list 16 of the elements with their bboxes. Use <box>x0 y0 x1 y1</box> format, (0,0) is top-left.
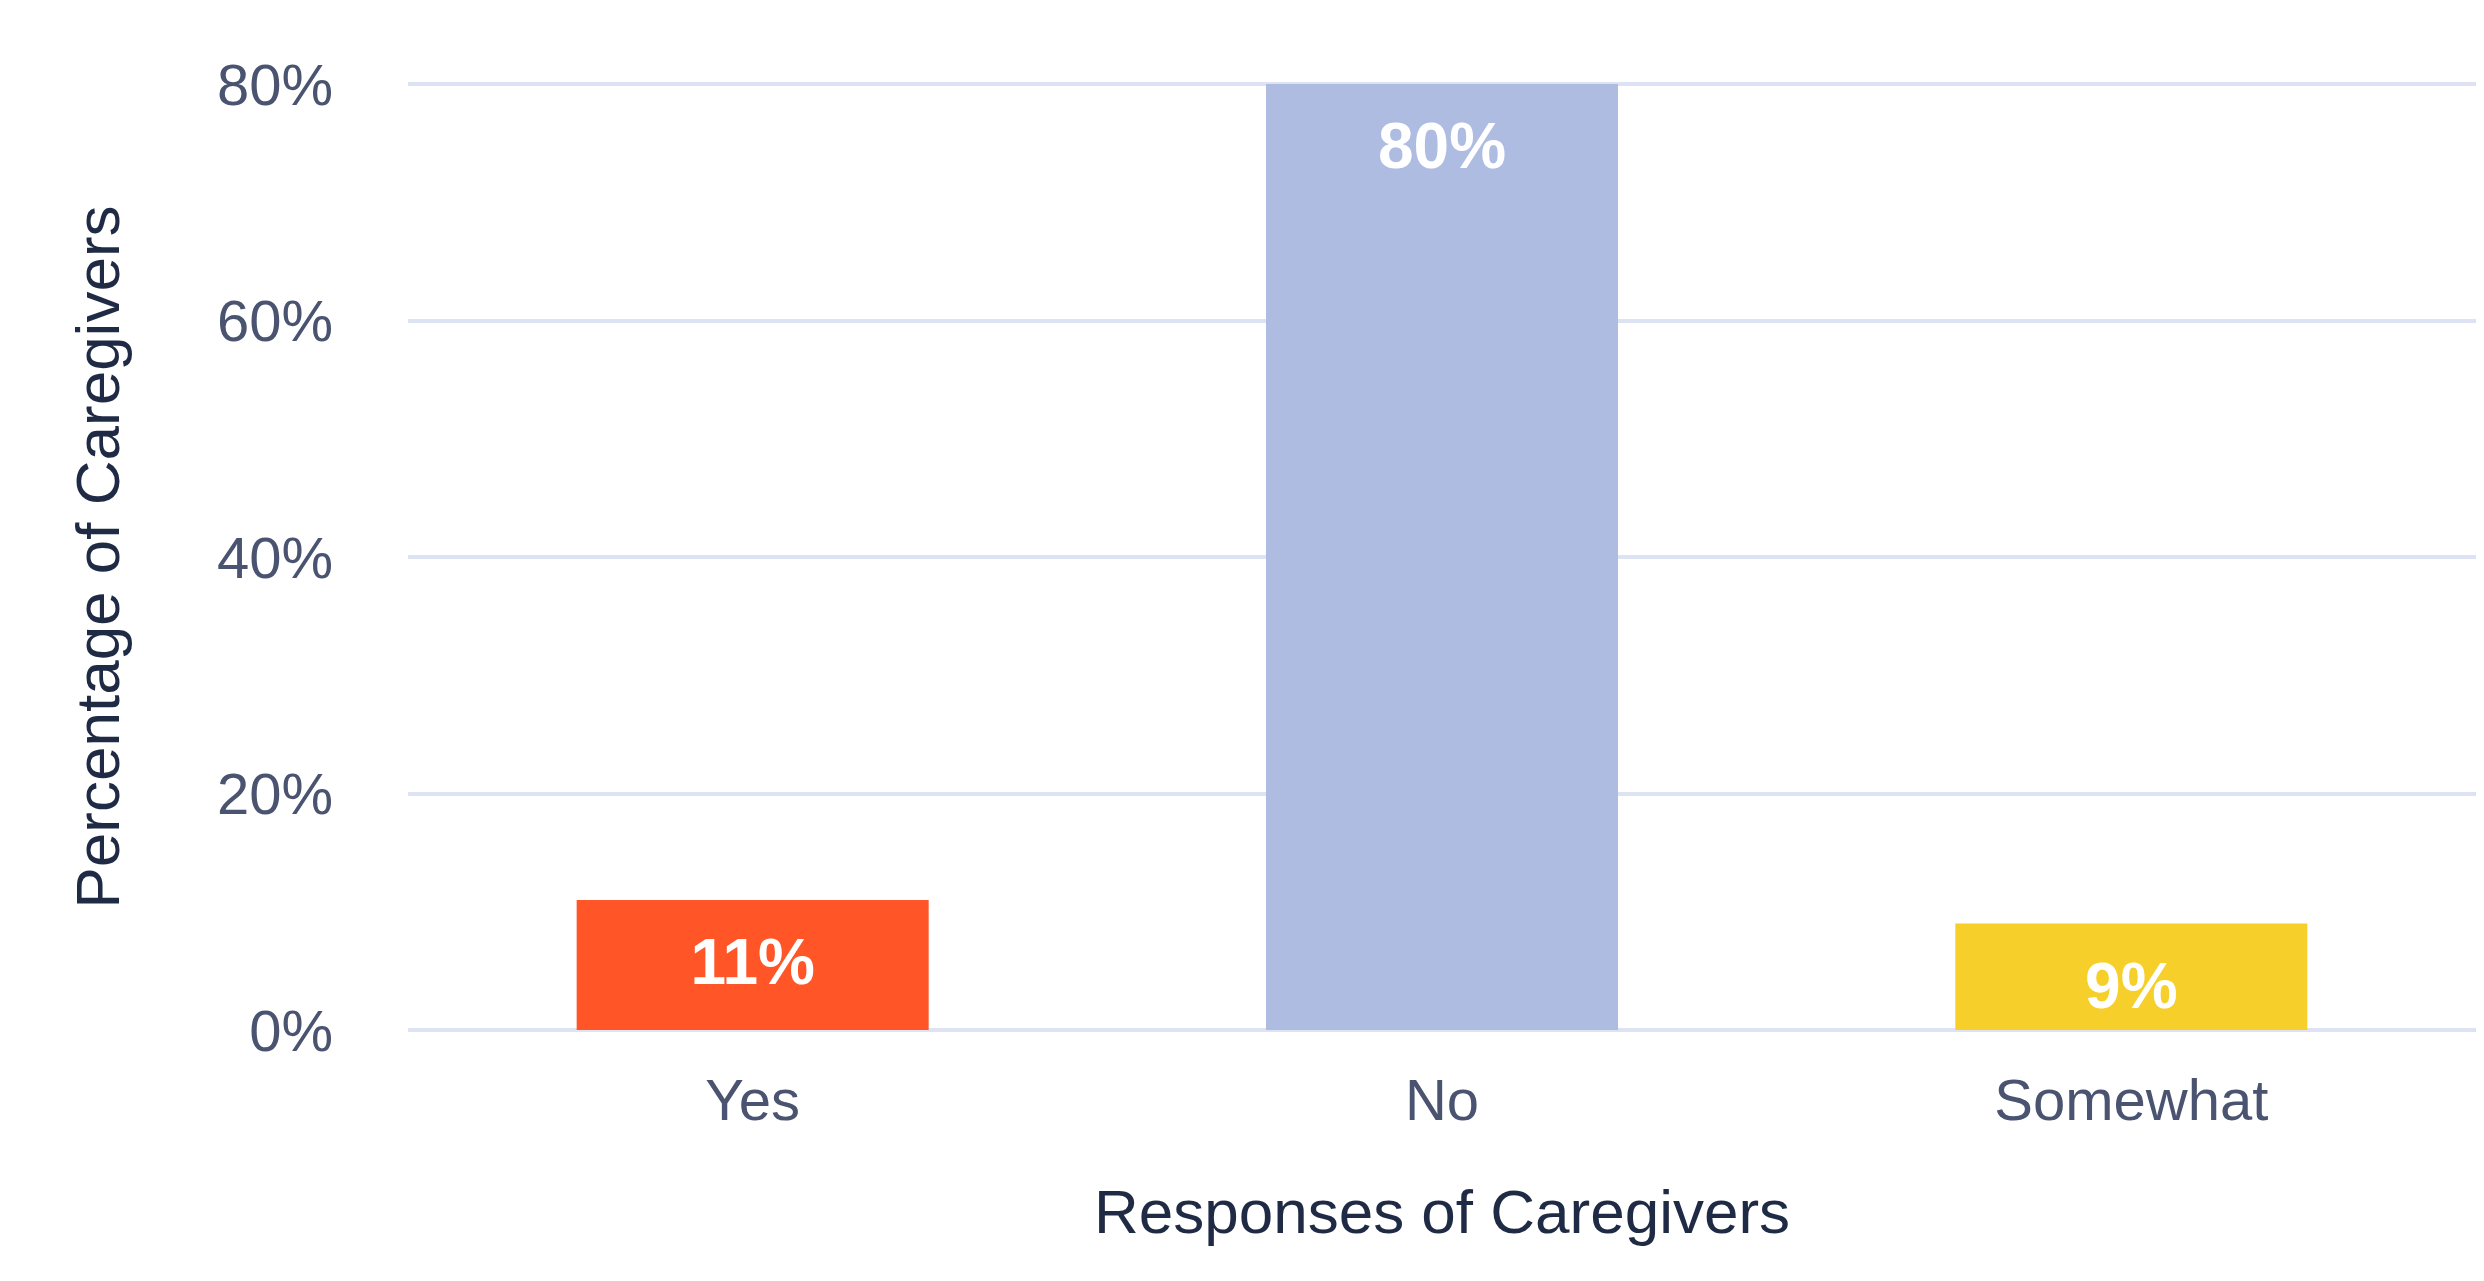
y-tick-label: 60% <box>216 288 333 353</box>
y-axis-title: Percentage of Caregivers <box>62 205 132 909</box>
bar <box>1955 923 2308 1030</box>
x-tick-label: Yes <box>705 1066 800 1132</box>
bar <box>1266 84 1618 1030</box>
x-axis-title: Responses of Caregivers <box>1093 1176 1791 1246</box>
data-label: 9% <box>2085 949 2178 1022</box>
bar <box>576 899 929 1030</box>
x-tick-label: Somewhat <box>1994 1066 2269 1132</box>
data-label: 11% <box>690 925 815 998</box>
y-tick-label: 20% <box>216 761 333 826</box>
y-tick-label: 80% <box>216 51 333 117</box>
data-label: 80% <box>1377 110 1507 182</box>
y-tick-label: 0% <box>249 997 333 1063</box>
x-tick-label: No <box>1404 1066 1480 1132</box>
y-tick-label: 40% <box>216 524 333 590</box>
